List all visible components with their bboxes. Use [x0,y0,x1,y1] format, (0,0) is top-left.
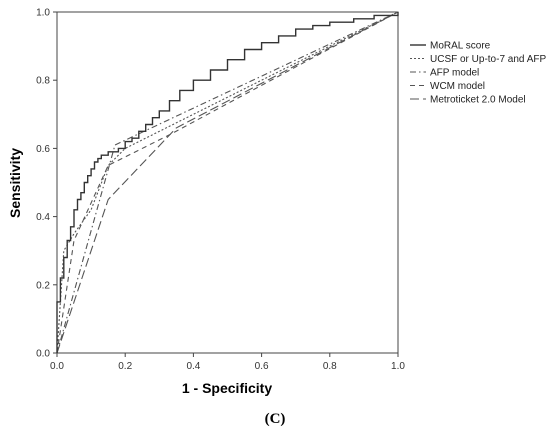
legend-label-0: MoRAL score [430,41,491,52]
legend-label-3: WCM model [430,81,485,92]
x-tick-label: 0.2 [118,361,132,372]
y-axis-title: Sensitivity [7,148,23,218]
panel-label-text: (C) [264,411,286,427]
series-line-3 [56,11,399,354]
series-line-4 [56,11,399,354]
x-tick-label: 0.4 [186,361,200,372]
panel-label: (C) [0,411,550,428]
x-axis-title: 1 - Specificity [182,380,272,396]
plot-area: 0.0 0.2 0.4 0.6 0.8 1.0 0.0 0.2 0.4 0.6 0.8 1.0 [36,8,405,373]
y-tick-label: 0.2 [36,280,50,291]
y-tick-label: 0.6 [36,144,50,155]
x-tick-label: 0.6 [255,361,269,372]
series-line-0 [56,12,399,353]
legend-label-1: UCSF or Up-to-7 and AFP [430,54,546,65]
y-tick-label: 1.0 [36,8,50,19]
legend-label-4: Metroticket 2.0 Model [430,95,526,106]
plot-frame [56,11,399,354]
x-tick-label: 1.0 [391,361,405,372]
y-tick-label: 0.0 [36,349,50,360]
legend-label-2: AFP model [430,68,479,79]
roc-chart: 0.0 0.2 0.4 0.6 0.8 1.0 0.0 0.2 0.4 0.6 0.8 1.0 MoR… [7,8,546,397]
x-tick-label: 0.8 [323,361,337,372]
y-tick-label: 0.8 [36,76,50,87]
series-line-2 [56,11,399,354]
y-tick-label: 0.4 [36,212,50,223]
x-tick-label: 0.0 [50,361,64,372]
legend: MoRAL score UCSF or Up-to-7 and AFP AFP mo… [410,41,546,106]
